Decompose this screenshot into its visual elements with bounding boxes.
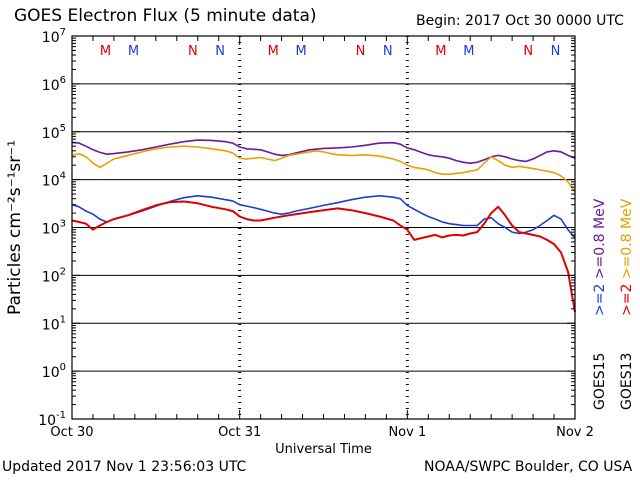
plot-labels: 10-1 100 101 102 103 104 105 106 107 Oct 30 Oct 31… <box>5 27 594 457</box>
plot-axes <box>71 35 576 420</box>
chart-title: GOES Electron Flux (5 minute data) <box>14 6 317 26</box>
y-tick-label: 107 <box>42 27 66 46</box>
legend-goes15-channels: >=2 >=0.8 MeV <box>592 198 608 316</box>
y-tick-label: 104 <box>42 171 66 190</box>
updated-timestamp: Updated 2017 Nov 1 23:56:03 UTC <box>2 459 247 475</box>
marker-label: M <box>128 44 139 59</box>
legend-goes13-label: GOES13 <box>619 353 635 410</box>
x-tick-label: Oct 30 <box>50 425 93 440</box>
series-line <box>71 145 576 193</box>
marker-label: M <box>296 44 307 59</box>
x-tick-label: Oct 31 <box>218 425 261 440</box>
plot-series <box>71 139 576 313</box>
source-credit: NOAA/SWPC Boulder, CO USA <box>424 459 633 475</box>
y-tick-label: 105 <box>42 123 66 142</box>
plot-grid <box>72 83 575 372</box>
marker-label: M <box>100 44 111 59</box>
series-line <box>71 195 576 239</box>
y-axis-title: Particles cm⁻²s⁻¹sr⁻¹ <box>5 140 25 315</box>
marker-label: N <box>356 44 366 59</box>
legend-goes15-label: GOES15 <box>592 353 608 410</box>
x-tick-label: Nov 2 <box>556 425 594 440</box>
plot-legend: GOES15 GOES13 >=2 >=0.8 MeV >=2 >=0.8 MeV <box>592 198 635 410</box>
y-tick-label: 103 <box>42 219 66 238</box>
series-line <box>71 200 576 313</box>
series-line <box>71 139 576 164</box>
y-tick-label: 101 <box>42 314 66 333</box>
marker-label: M <box>268 44 279 59</box>
x-tick-label: Nov 1 <box>388 425 426 440</box>
marker-label: N <box>523 44 533 59</box>
marker-label: M <box>463 44 474 59</box>
marker-label: M <box>435 44 446 59</box>
marker-label: N <box>551 44 561 59</box>
begin-time-label: Begin: 2017 Oct 30 0000 UTC <box>416 13 624 29</box>
legend-goes13-channels: >=2 >=0.8 MeV <box>619 198 635 316</box>
marker-label: N <box>383 44 393 59</box>
marker-label: N <box>188 44 198 59</box>
x-axis-title: Universal Time <box>275 442 372 457</box>
y-tick-label: 106 <box>42 75 66 94</box>
y-tick-label: 102 <box>42 266 66 285</box>
y-tick-label: 10-1 <box>38 410 66 429</box>
marker-label: N <box>215 44 225 59</box>
y-tick-label: 100 <box>42 362 66 381</box>
plot-frame <box>71 35 576 420</box>
